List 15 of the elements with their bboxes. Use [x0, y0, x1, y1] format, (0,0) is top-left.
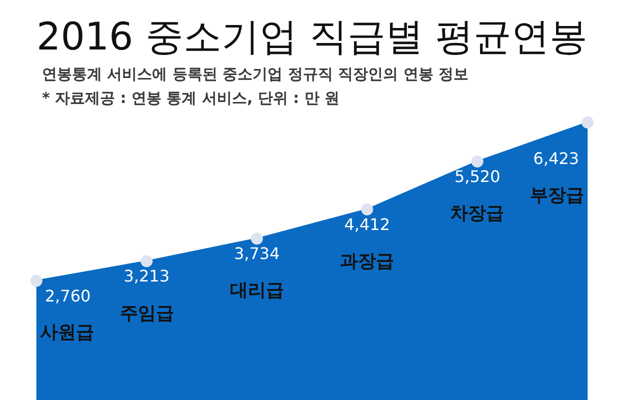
chart-subtitle: 연봉통계 서비스에 등록된 중소기업 정규직 직장인의 연봉 정보 [42, 65, 469, 83]
data-label: 3,734 [234, 244, 280, 264]
data-label: 6,423 [533, 148, 580, 168]
x-tick-label: 차장급 [450, 203, 504, 224]
x-tick-label: 과장급 [340, 251, 394, 272]
x-tick-label: 대리급 [230, 280, 284, 301]
data-label: 5,520 [454, 167, 500, 186]
data-label: 4,412 [344, 214, 390, 234]
x-tick-label: 사원급 [40, 322, 94, 343]
text: * 자료제공 : 연봉 통계 서비스, 단위 : 만 원 [42, 89, 340, 107]
data-label: 2,760 [44, 286, 91, 306]
chart-title: 2016 중소기업 직급별 평균연봉 [36, 14, 588, 58]
data-label: 3,213 [124, 266, 170, 286]
x-tick-label: 주임급 [120, 303, 174, 324]
x-tick-label: 부장급 [530, 185, 584, 206]
